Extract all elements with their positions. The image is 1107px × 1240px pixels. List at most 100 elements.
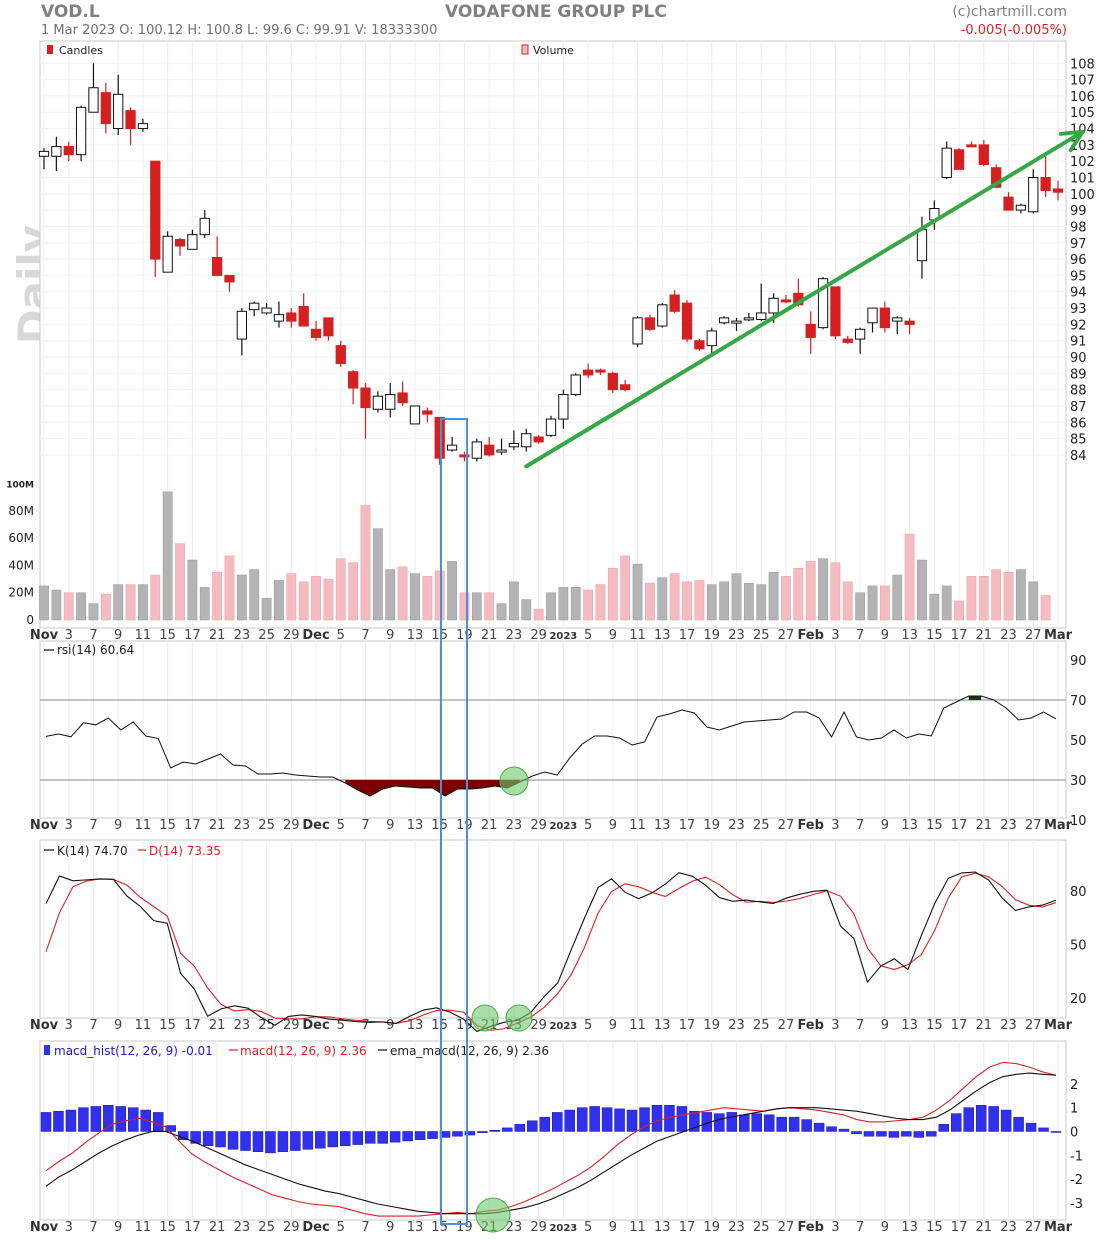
candle-body	[731, 320, 742, 324]
price-xtick: 13	[901, 628, 918, 643]
rsi-xtick: 15	[431, 818, 448, 833]
candle-body	[855, 328, 866, 340]
rsi-xtick: 25	[258, 818, 275, 833]
candle-body	[409, 405, 421, 425]
price-ytick: 108	[1070, 57, 1095, 72]
volume-bar	[360, 505, 371, 621]
volume-bar	[1003, 572, 1014, 621]
candle-body	[434, 416, 445, 459]
volume-bar	[731, 573, 742, 621]
stoch-xtick: 5	[337, 1018, 345, 1033]
candle-body	[941, 147, 952, 179]
candle-body	[224, 274, 235, 283]
macd-hist-bar	[826, 1126, 837, 1132]
macd-xtick: 9	[114, 1220, 122, 1235]
panel-price-frame	[39, 40, 1067, 629]
volume-bar	[1040, 595, 1051, 621]
stoch-ytick: 50	[1070, 938, 1087, 953]
macd-hist-bar	[589, 1106, 600, 1132]
price-xtick: 23	[234, 628, 251, 643]
volume-bar	[904, 533, 915, 621]
macd-hist-bar	[427, 1131, 438, 1139]
candle-body	[298, 305, 309, 327]
volume-bar	[88, 603, 99, 621]
volume-bar	[669, 573, 680, 621]
stoch-xtick: 29	[283, 1018, 300, 1033]
volume-bar	[645, 582, 655, 621]
rsi-xtick: 21	[481, 818, 498, 833]
stoch-xtick: Feb	[797, 1018, 823, 1033]
price-xtick: 29	[530, 628, 547, 643]
macd-hist-bar	[202, 1131, 214, 1147]
macd-hist-bar	[315, 1131, 326, 1149]
ticker-symbol: VOD.L	[41, 2, 100, 22]
candle-body	[892, 317, 903, 322]
candle-body	[916, 229, 928, 262]
candle-body	[817, 278, 829, 329]
candles-legend-swatch	[47, 45, 53, 54]
stoch-k-legend: K(14) 74.70	[57, 844, 128, 858]
candle-body	[273, 314, 285, 322]
macd-line	[45, 1061, 1057, 1217]
stoch-xtick: 9	[114, 1018, 122, 1033]
macd-hist-bar	[327, 1131, 339, 1148]
volume-bar	[298, 581, 309, 621]
stoch-xtick: 11	[629, 1018, 646, 1033]
price-ytick: 93	[1070, 302, 1087, 317]
macd-hist-bar	[776, 1116, 787, 1132]
volume-bar	[274, 580, 284, 621]
rsi-ytick: 10	[1070, 814, 1087, 829]
volume-bar	[657, 577, 668, 621]
candle-body	[867, 307, 878, 324]
candle-body	[360, 387, 371, 409]
macd-xtick: 3	[831, 1220, 839, 1235]
macd-xtick: Mar	[1044, 1220, 1073, 1235]
price-xtick: 13	[407, 628, 424, 643]
candle-body	[694, 340, 705, 350]
price-ytick: 98	[1070, 220, 1087, 235]
volume-bar	[978, 576, 989, 621]
stoch-xtick: 13	[901, 1018, 918, 1033]
rsi-ytick: 50	[1070, 734, 1087, 749]
rsi-overbought-fill	[968, 696, 982, 700]
candle-body	[1028, 177, 1039, 213]
volume-bar	[236, 574, 247, 621]
candle-body	[113, 93, 124, 130]
volume-bar	[521, 599, 532, 621]
volume-ytick: 60M	[8, 531, 34, 545]
stoch-xtick: 9	[881, 1018, 889, 1033]
volume-bar	[595, 584, 606, 621]
volume-bar	[249, 569, 260, 621]
macd-xtick: 7	[856, 1220, 864, 1235]
candle-body	[620, 384, 631, 391]
macd-xtick: 11	[135, 1220, 152, 1235]
rsi-xtick: 9	[609, 818, 617, 833]
price-xtick: 25	[753, 628, 770, 643]
candle-body	[768, 297, 779, 314]
volume-bar	[286, 573, 297, 621]
macd-xtick: 9	[881, 1220, 889, 1235]
volume-bar	[113, 584, 124, 621]
volume-bar	[855, 592, 866, 621]
rsi-ytick: 70	[1070, 694, 1087, 709]
rsi-xtick: 15	[159, 818, 176, 833]
macd-hist-bar	[103, 1105, 114, 1132]
macd-hist-bar	[452, 1131, 463, 1137]
macd-hist-bar	[601, 1107, 613, 1132]
rsi-xtick: 29	[530, 818, 547, 833]
volume-bar	[175, 543, 185, 621]
candle-body	[63, 145, 74, 156]
macd-hist-bar	[277, 1131, 289, 1152]
panel-rsi-frame	[39, 640, 1067, 819]
volume-bar	[781, 576, 791, 621]
volume-bar	[818, 558, 828, 621]
price-ytick: 85	[1070, 433, 1087, 448]
price-xtick: 5	[584, 628, 592, 643]
stoch-xtick: 5	[584, 1018, 592, 1033]
price-xtick: 21	[481, 628, 498, 643]
macd-hist-bar	[302, 1131, 314, 1150]
macd-hist-bar	[838, 1128, 850, 1132]
macd-xtick: 2023	[549, 1223, 577, 1234]
price-xtick: 17	[951, 628, 968, 643]
